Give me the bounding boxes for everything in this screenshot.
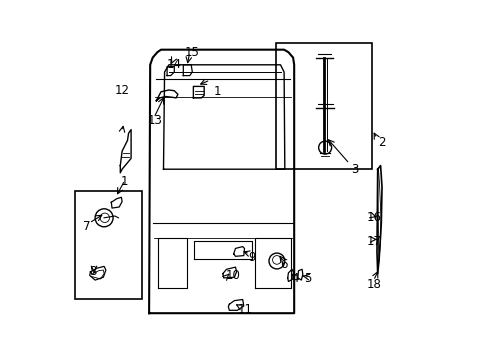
- Text: 14: 14: [167, 58, 182, 71]
- Text: 1: 1: [120, 175, 127, 188]
- Text: 13: 13: [147, 114, 162, 127]
- Text: 11: 11: [237, 303, 252, 316]
- Text: 1: 1: [213, 85, 221, 98]
- Text: 9: 9: [247, 251, 255, 264]
- Text: 15: 15: [185, 46, 200, 59]
- Text: 7: 7: [82, 220, 90, 233]
- Text: 12: 12: [115, 84, 130, 96]
- Text: 4: 4: [291, 273, 298, 285]
- Text: 10: 10: [225, 269, 240, 282]
- Text: 16: 16: [366, 211, 381, 224]
- Bar: [75, 191, 142, 299]
- Bar: [276, 43, 371, 169]
- Text: 18: 18: [366, 278, 381, 291]
- Text: 2: 2: [377, 136, 385, 149]
- Text: 17: 17: [366, 235, 381, 248]
- Text: 5: 5: [303, 273, 311, 285]
- Text: 3: 3: [350, 163, 357, 176]
- Text: 6: 6: [280, 258, 287, 271]
- Text: 8: 8: [89, 265, 96, 278]
